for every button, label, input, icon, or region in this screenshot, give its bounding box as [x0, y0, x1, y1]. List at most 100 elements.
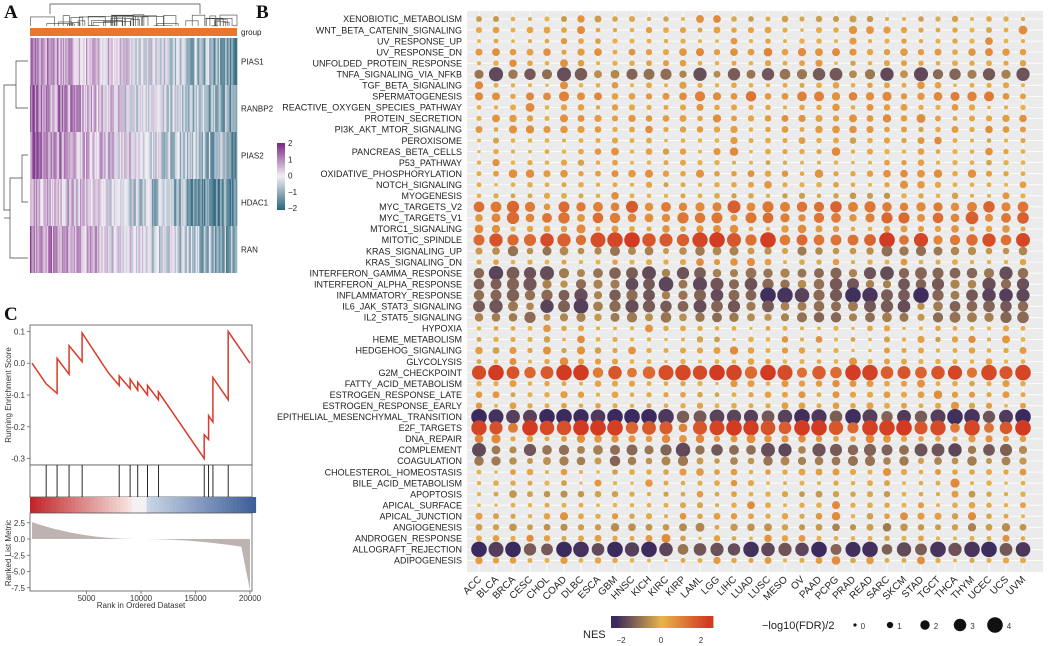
heatmap-cell: [137, 179, 139, 226]
pathway-dot: [866, 192, 874, 199]
heatmap-cell: [124, 132, 127, 179]
pathway-dot: [712, 114, 722, 123]
pathway-dot: [611, 82, 619, 89]
pathway-dot: [527, 60, 533, 67]
pathway-dot: [612, 557, 618, 564]
pathway-dot: [1020, 491, 1026, 497]
pathway-dot: [731, 491, 737, 498]
pathway-dot: [730, 435, 738, 443]
pathway-dot: [1016, 278, 1030, 291]
heatmap-cell: [206, 38, 209, 85]
pathway-dot: [493, 16, 499, 22]
pathway-dot: [867, 82, 873, 89]
pathway-dot: [491, 434, 501, 444]
heatmap-cell: [55, 132, 58, 179]
pathway-dot: [714, 524, 720, 530]
pathway-dot: [1019, 60, 1027, 67]
pathway-dot: [1017, 201, 1029, 213]
scale-swatch: [277, 203, 285, 206]
rank-bar-segment: [150, 497, 155, 513]
pathway-dot: [696, 490, 704, 498]
heatmap-cell: [152, 38, 155, 85]
pathway-dot: [762, 212, 774, 224]
pathway-dot: [559, 246, 569, 256]
pathway-dot: [662, 248, 670, 255]
heatmap-cell: [159, 226, 161, 273]
pathway-dot: [477, 61, 481, 66]
heatmap-cell: [49, 226, 51, 273]
pathway-dot: [849, 137, 857, 144]
heatmap-cell: [112, 38, 115, 85]
pathway-dot: [710, 542, 724, 557]
heatmap-cell: [234, 179, 237, 226]
rank-bar-segment: [60, 497, 65, 513]
pathway-dot: [714, 480, 720, 486]
heatmap-cell: [114, 132, 116, 179]
heatmap-cell: [178, 132, 181, 179]
es-y-tick-label: -0.3: [11, 455, 25, 464]
pathway-dot: [760, 364, 776, 381]
heatmap-cell: [221, 85, 223, 132]
pathway-label: INTERFERON_GAMMA_RESPONSE: [309, 268, 462, 278]
pathway-dot: [999, 266, 1013, 280]
pathway-dot: [476, 326, 482, 331]
heatmap-cell: [173, 132, 176, 179]
heatmap-cell: [36, 85, 38, 132]
heatmap-cell: [45, 85, 48, 132]
pathway-dot: [967, 169, 977, 178]
pathway-dot: [558, 212, 570, 224]
pathway-dot: [695, 202, 705, 212]
pathway-label: APICAL_JUNCTION: [379, 511, 462, 521]
pathway-dot: [506, 278, 520, 291]
rank-bar-segment: [252, 497, 257, 513]
pathway-dot: [747, 26, 755, 34]
heatmap-cell: [187, 85, 189, 132]
heatmap-cell: [190, 38, 193, 85]
pathway-dot: [542, 246, 552, 256]
pathway-dot: [679, 259, 687, 266]
pathway-dot: [866, 170, 874, 177]
nes-legend-swatch: [657, 616, 661, 628]
pathway-dot: [883, 26, 891, 34]
pathway-dot: [544, 403, 550, 409]
pathway-dot: [490, 278, 502, 290]
heatmap-cell: [112, 132, 115, 179]
pathway-dot: [697, 182, 703, 187]
pathway-dot: [902, 17, 906, 21]
heatmap-cell: [44, 226, 47, 273]
pathway-dot: [749, 149, 753, 154]
pathway-dot: [1020, 193, 1026, 199]
heatmap-cell: [180, 226, 183, 273]
pathway-dot: [969, 259, 975, 265]
pathway-dot: [935, 436, 941, 442]
pathway-dot: [867, 160, 873, 165]
pathway-dot: [510, 513, 516, 519]
heatmap-cell: [117, 132, 120, 179]
pathway-dot: [473, 290, 485, 301]
heatmap-cell: [200, 38, 202, 85]
nes-legend-swatch: [613, 616, 616, 628]
pathway-dot: [642, 300, 656, 313]
pathway-dot: [967, 201, 977, 212]
pathway-dot: [934, 512, 942, 520]
pathway-dot: [680, 380, 686, 387]
pathway-label: UV_RESPONSE_DN: [376, 47, 462, 57]
rank-bar-segment: [172, 497, 178, 513]
heatmap-cell: [173, 179, 176, 226]
heatmap-cell: [222, 226, 224, 273]
pathway-dot: [845, 541, 861, 557]
pathway-dot: [573, 364, 589, 381]
nes-legend-swatch: [635, 616, 638, 628]
pathway-dot: [817, 481, 821, 486]
pathway-dot: [866, 523, 874, 531]
pathway-dot: [576, 434, 586, 443]
pathway-dot: [867, 226, 873, 232]
heatmap-cell: [44, 85, 47, 132]
pathway-dot: [505, 541, 521, 558]
heatmap-cell: [48, 226, 50, 273]
heatmap-cell: [179, 38, 182, 85]
pathway-dot: [612, 126, 618, 133]
heatmap-cell: [76, 38, 78, 85]
pathway-dot: [882, 91, 892, 101]
pathway-dot: [849, 380, 857, 388]
